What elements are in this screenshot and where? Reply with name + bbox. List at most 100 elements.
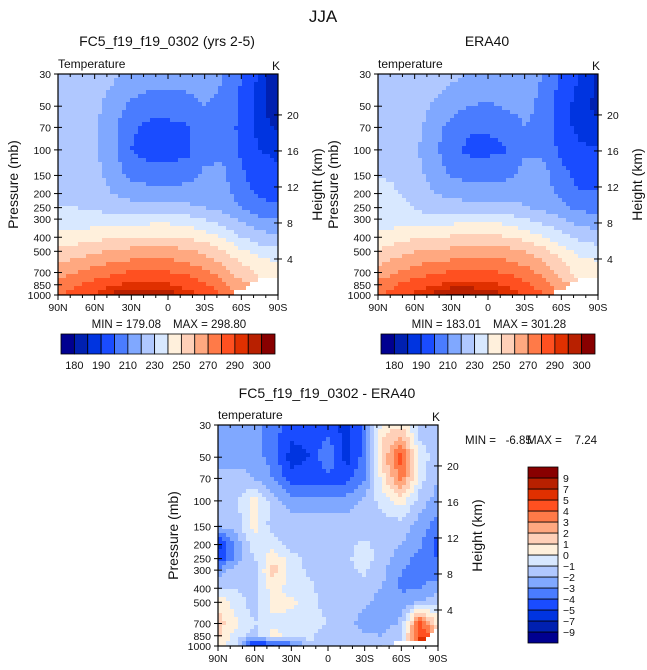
contour-cell	[258, 102, 263, 107]
contour-cell	[510, 170, 515, 175]
contour-cell	[274, 162, 278, 167]
contour-cell	[550, 190, 555, 195]
contour-cell	[62, 102, 67, 107]
contour-cell	[254, 110, 259, 115]
contour-cell	[202, 110, 207, 115]
contour-cell	[242, 94, 247, 99]
contour-cell	[58, 178, 63, 183]
contour-cell	[410, 122, 415, 127]
contour-cell	[422, 202, 427, 207]
contour-cell	[162, 262, 167, 267]
contour-cell	[206, 246, 211, 251]
contour-cell	[82, 214, 87, 219]
contour-cell	[94, 174, 99, 179]
contour-cell	[410, 166, 415, 171]
contour-cell	[582, 158, 587, 163]
contour-cell	[190, 266, 195, 271]
contour-cell	[378, 186, 383, 191]
contour-cell	[194, 150, 199, 155]
contour-cell	[158, 118, 163, 123]
contour-cell	[138, 134, 143, 139]
contour-cell	[86, 190, 91, 195]
contour-cell	[250, 98, 255, 103]
contour-cell	[206, 210, 211, 215]
contour-cell	[558, 110, 563, 115]
contour-cell	[438, 98, 443, 103]
contour-cell	[154, 134, 159, 139]
contour-cell	[510, 78, 515, 83]
contour-cell	[498, 194, 503, 199]
contour-cell	[582, 170, 587, 175]
contour-cell	[522, 178, 527, 183]
contour-cell	[270, 246, 275, 251]
contour-cell	[378, 118, 383, 123]
contour-cell	[186, 86, 191, 91]
contour-cell	[534, 190, 539, 195]
contour-cell	[562, 94, 567, 99]
contour-cell	[86, 278, 91, 283]
contour-cell	[498, 158, 503, 163]
contour-cell	[118, 122, 123, 127]
contour-cell	[166, 182, 171, 187]
contour-cell	[514, 78, 519, 83]
contour-cell	[166, 102, 171, 107]
contour-cell	[590, 74, 595, 79]
contour-cell	[106, 222, 111, 227]
contour-cell	[418, 126, 423, 131]
contour-cell	[550, 74, 555, 79]
contour-cell	[194, 286, 199, 291]
contour-cell	[418, 142, 423, 147]
contour-cell	[162, 230, 167, 235]
contour-cell	[466, 146, 471, 151]
contour-cell	[94, 222, 99, 227]
contour-cell	[126, 246, 131, 251]
contour-cell	[78, 138, 83, 143]
contour-cell	[194, 282, 199, 287]
contour-cell	[66, 218, 71, 223]
colorbar-box	[261, 333, 276, 355]
contour-cell	[258, 274, 263, 279]
contour-cell	[74, 246, 79, 251]
contour-cell	[134, 166, 139, 171]
contour-cell	[146, 182, 151, 187]
contour-cell	[442, 146, 447, 151]
contour-cell	[542, 190, 547, 195]
contour-cell	[554, 134, 559, 139]
contour-cell	[266, 94, 271, 99]
contour-cell	[250, 266, 255, 271]
contour-cell	[234, 90, 239, 95]
contour-cell	[66, 250, 71, 255]
contour-cell	[166, 262, 171, 267]
contour-cell	[418, 110, 423, 115]
contour-cell	[382, 98, 387, 103]
contour-cell	[162, 98, 167, 103]
contour-cell	[238, 190, 243, 195]
contour-cell	[102, 226, 107, 231]
contour-cell	[542, 154, 547, 159]
contour-cell	[258, 262, 263, 267]
contour-cell	[498, 146, 503, 151]
contour-cell	[162, 166, 167, 171]
contour-cell	[134, 290, 139, 295]
contour-cell	[382, 74, 387, 79]
contour-cell	[582, 106, 587, 111]
contour-cell	[106, 78, 111, 83]
contour-cell	[114, 186, 119, 191]
contour-cell	[178, 186, 183, 191]
contour-cell	[506, 126, 511, 131]
contour-cell	[226, 166, 231, 171]
contour-cell	[434, 74, 439, 79]
contour-cell	[134, 202, 139, 207]
contour-cell	[214, 110, 219, 115]
contour-cell	[110, 174, 115, 179]
contour-cell	[238, 138, 243, 143]
contour-cell	[402, 74, 407, 79]
contour-cell	[446, 170, 451, 175]
contour-cell	[194, 274, 199, 279]
contour-cell	[466, 178, 471, 183]
contour-cell	[210, 210, 215, 215]
contour-cell	[386, 110, 391, 115]
contour-cell	[170, 158, 175, 163]
contour-cell	[230, 102, 235, 107]
contour-cell	[98, 98, 103, 103]
